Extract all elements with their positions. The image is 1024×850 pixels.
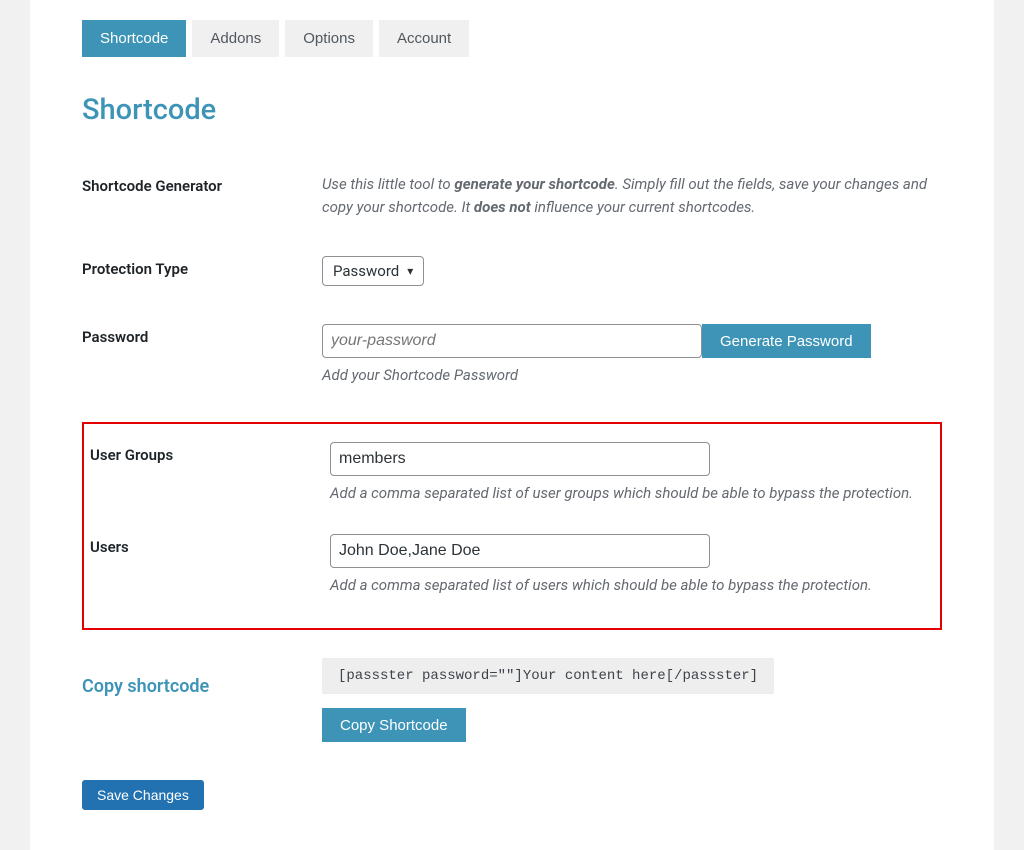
row-generator: Shortcode Generator Use this little tool…: [82, 173, 942, 218]
row-users: Users Add a comma separated list of user…: [90, 534, 934, 594]
label-user-groups: User Groups: [90, 442, 330, 464]
save-row: Save Changes: [82, 780, 942, 810]
user-groups-input[interactable]: [330, 442, 710, 476]
row-user-groups: User Groups Add a comma separated list o…: [90, 442, 934, 502]
highlighted-section: User Groups Add a comma separated list o…: [82, 422, 942, 630]
password-input[interactable]: [322, 324, 702, 358]
tab-addons[interactable]: Addons: [192, 20, 279, 57]
chevron-down-icon: ▾: [407, 264, 413, 278]
section-title: Shortcode: [82, 93, 942, 127]
label-copy-shortcode: Copy shortcode: [82, 658, 322, 697]
tab-account[interactable]: Account: [379, 20, 469, 57]
label-generator: Shortcode Generator: [82, 173, 322, 195]
label-users: Users: [90, 534, 330, 556]
user-groups-helper: Add a comma separated list of user group…: [330, 484, 934, 502]
generate-password-button[interactable]: Generate Password: [702, 324, 871, 358]
save-changes-button[interactable]: Save Changes: [82, 780, 204, 810]
tabs-nav: Shortcode Addons Options Account: [82, 20, 942, 57]
row-copy-shortcode: Copy shortcode [passster password=""]You…: [82, 658, 942, 742]
generator-description: Use this little tool to generate your sh…: [322, 173, 942, 218]
users-helper: Add a comma separated list of users whic…: [330, 576, 934, 594]
tab-shortcode[interactable]: Shortcode: [82, 20, 186, 57]
protection-type-select[interactable]: Password ▾: [322, 256, 424, 286]
label-password: Password: [82, 324, 322, 346]
settings-page: Shortcode Addons Options Account Shortco…: [30, 0, 994, 850]
row-password: Password Generate Password Add your Shor…: [82, 324, 942, 384]
shortcode-code: [passster password=""]Your content here[…: [322, 658, 774, 694]
password-helper: Add your Shortcode Password: [322, 366, 942, 384]
protection-type-value: Password: [333, 262, 399, 280]
label-protection-type: Protection Type: [82, 256, 322, 278]
users-input[interactable]: [330, 534, 710, 568]
row-protection-type: Protection Type Password ▾: [82, 256, 942, 286]
tab-options[interactable]: Options: [285, 20, 373, 57]
